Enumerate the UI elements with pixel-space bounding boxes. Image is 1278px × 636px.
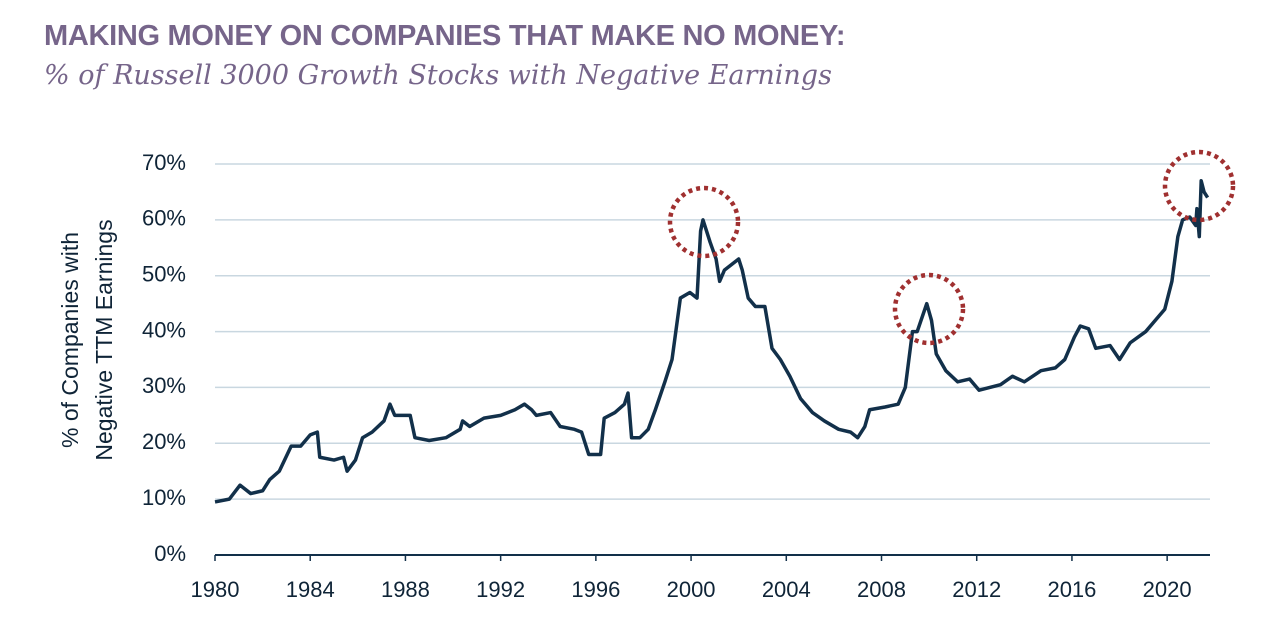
x-tick-label: 1980 (191, 577, 240, 602)
x-tick-label: 2016 (1047, 577, 1096, 602)
x-tick-label: 1996 (571, 577, 620, 602)
y-axis-label: Negative TTM Earnings (91, 219, 117, 460)
chart-subtitle: % of Russell 3000 Growth Stocks with Neg… (44, 60, 832, 91)
highlight-circles (667, 149, 1236, 346)
y-tick-label: 40% (142, 317, 186, 342)
y-axis-label: % of Companies with (57, 232, 83, 448)
chart-title: MAKING MONEY ON COMPANIES THAT MAKE NO M… (44, 20, 846, 52)
x-tick-label: 2000 (667, 577, 716, 602)
x-tick-label: 2012 (952, 577, 1001, 602)
x-tick-label: 2020 (1143, 577, 1192, 602)
x-tick-label: 2008 (857, 577, 906, 602)
y-tick-label: 30% (142, 373, 186, 398)
highlight-circle (892, 272, 966, 346)
y-tick-label: 60% (142, 206, 186, 231)
highlight-circle (667, 185, 741, 259)
y-tick-label: 70% (142, 150, 186, 175)
x-tick-label: 1992 (476, 577, 525, 602)
y-tick-label: 0% (154, 541, 186, 566)
highlight-circle (1162, 149, 1236, 223)
x-tick-label: 2004 (762, 577, 811, 602)
x-tick-label: 1984 (286, 577, 335, 602)
y-tick-label: 10% (142, 485, 186, 510)
y-tick-label: 20% (142, 429, 186, 454)
y-tick-label: 50% (142, 262, 186, 287)
x-tick-label: 1988 (381, 577, 430, 602)
data-line (214, 179, 1210, 504)
